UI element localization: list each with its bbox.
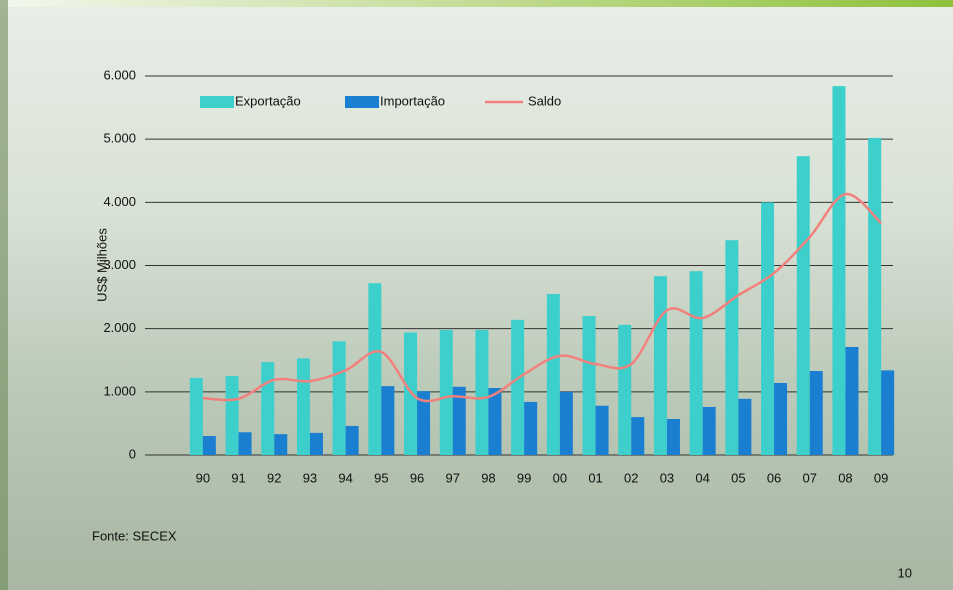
y-tick-label: 6.000 (103, 67, 136, 82)
bar (511, 319, 525, 455)
y-tick-label: 4.000 (103, 194, 136, 209)
bar (238, 432, 252, 455)
x-tick-label: 02 (624, 470, 638, 485)
legend-label: Importação (380, 93, 445, 108)
bar (261, 362, 275, 455)
legend-swatch (200, 96, 234, 108)
bar (274, 434, 288, 455)
bar (475, 329, 489, 455)
y-tick-label: 1.000 (103, 383, 136, 398)
bar (832, 86, 846, 456)
bar (774, 382, 788, 455)
bar (631, 417, 645, 455)
bar (689, 271, 703, 455)
bar (796, 156, 810, 455)
y-tick-label: 3.000 (103, 257, 136, 272)
x-tick-label: 93 (303, 470, 317, 485)
bar (417, 391, 431, 455)
bar (582, 316, 596, 455)
bar (404, 332, 418, 455)
page-number: 10 (898, 565, 912, 580)
bar (225, 376, 239, 455)
y-tick-label: 0 (129, 446, 136, 461)
bar (702, 406, 716, 455)
top-bar (0, 0, 953, 7)
bar (761, 202, 775, 455)
bar (725, 240, 739, 455)
bar (845, 346, 859, 455)
legend-label: Saldo (528, 93, 561, 108)
x-tick-label: 97 (446, 470, 460, 485)
legend-swatch (345, 96, 379, 108)
y-tick-label: 2.000 (103, 320, 136, 335)
line (202, 192, 883, 403)
x-tick-label: 05 (731, 470, 745, 485)
x-tick-label: 95 (374, 470, 388, 485)
bar (881, 370, 895, 455)
bar (332, 341, 346, 455)
x-tick-label: 03 (660, 470, 674, 485)
bar (809, 370, 823, 455)
x-tick-label: 99 (517, 470, 531, 485)
bar (345, 425, 359, 455)
bar (868, 137, 882, 456)
x-tick-label: 94 (338, 470, 352, 485)
bar (524, 401, 538, 455)
bar (546, 293, 560, 455)
x-tick-label: 92 (267, 470, 281, 485)
bar (189, 377, 203, 455)
bar (368, 283, 382, 455)
x-tick-label: 08 (838, 470, 852, 485)
bar (738, 398, 752, 455)
bar (452, 386, 466, 455)
bar (439, 329, 453, 455)
x-tick-label: 98 (481, 470, 495, 485)
y-tick-label: 5.000 (103, 131, 136, 146)
bar (309, 432, 323, 455)
x-tick-label: 01 (588, 470, 602, 485)
x-tick-label: 06 (767, 470, 781, 485)
x-tick-label: 04 (695, 470, 709, 485)
bar (559, 391, 573, 455)
bar (666, 418, 680, 455)
bar (296, 358, 310, 455)
x-tick-label: 07 (803, 470, 817, 485)
x-tick-label: 96 (410, 470, 424, 485)
bar (488, 388, 502, 455)
bar (202, 436, 216, 455)
x-tick-label: 90 (196, 470, 210, 485)
left-edge (0, 0, 8, 590)
bar (381, 386, 395, 455)
x-tick-label: 00 (553, 470, 567, 485)
bar (618, 324, 632, 455)
x-tick-label: 91 (231, 470, 245, 485)
legend-label: Exportação (235, 93, 301, 108)
source: Fonte: SECEX (92, 528, 177, 543)
bar (653, 276, 667, 455)
x-tick-label: 09 (874, 470, 888, 485)
y-axis-label: US$ Milhões (94, 228, 109, 302)
bar (595, 405, 609, 455)
